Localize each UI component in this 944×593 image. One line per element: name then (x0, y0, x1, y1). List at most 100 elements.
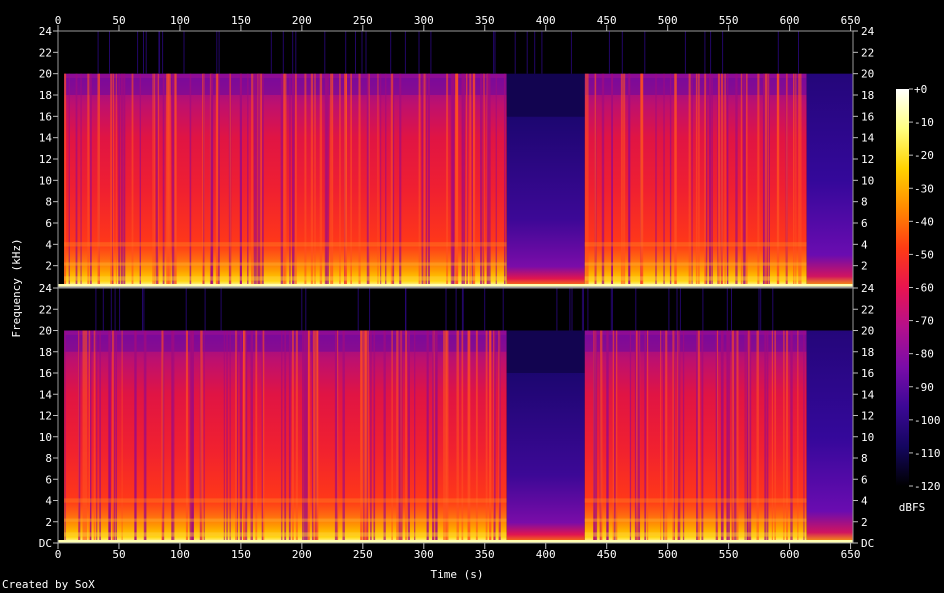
y-tick-label: 12 (39, 153, 52, 166)
transient-streak (423, 73, 426, 288)
transient-streak (727, 330, 730, 543)
transient-streak (763, 73, 766, 288)
transient-streak (461, 330, 464, 543)
transient-streak (391, 330, 393, 543)
hf-spike (109, 31, 110, 74)
transient-streak (746, 330, 749, 543)
transient-streak (255, 330, 258, 543)
transient-streak (262, 330, 265, 543)
transient-streak (306, 330, 308, 543)
transient-streak (324, 73, 328, 288)
transient-streak (663, 73, 665, 288)
transient-streak (368, 73, 370, 288)
y-tick-label: 12 (39, 410, 52, 423)
transient-streak (731, 330, 735, 543)
transient-streak (396, 330, 399, 543)
transient-streak (720, 73, 724, 288)
y-tick-label: 2 (45, 516, 52, 529)
transient-streak (366, 73, 370, 288)
transient-streak (762, 73, 764, 288)
transient-streak (768, 73, 770, 288)
y-tick-label: 16 (861, 367, 874, 380)
transient-streak (600, 330, 603, 543)
x-tick-label: 100 (170, 548, 190, 561)
hf-spike (159, 31, 161, 74)
transient-streak (87, 73, 90, 288)
transient-streak (482, 73, 484, 288)
transient-streak (790, 330, 793, 543)
transient-streak (764, 330, 767, 543)
transient-streak (174, 73, 177, 288)
hf-spike (798, 31, 799, 74)
x-tick-label: 650 (841, 548, 861, 561)
transient-streak (336, 330, 338, 543)
channel-1-panel (57, 30, 854, 288)
colorbar-tick-label: -20 (914, 149, 934, 162)
colorbar-tick-label: +0 (914, 83, 927, 96)
x-tick-label: 200 (292, 14, 312, 27)
transient-streak (319, 73, 323, 288)
hf-spike (270, 31, 272, 74)
y-tick-label: 10 (861, 431, 874, 444)
transient-streak (641, 73, 643, 288)
transient-streak (660, 330, 662, 543)
hf-spike (162, 31, 164, 74)
hf-spike (143, 288, 145, 331)
x-tick-label: 500 (658, 548, 678, 561)
transient-streak (239, 73, 242, 288)
hf-spike (158, 31, 160, 74)
transient-streak (427, 330, 429, 543)
transient-streak (425, 73, 428, 288)
transient-streak (337, 330, 339, 543)
colorbar: +0 -10 -20 -30 -40 -50 -60 -70 -80 -90 -100 -110 -12… (896, 83, 941, 514)
hf-spike (305, 288, 307, 331)
transient-streak (736, 330, 739, 543)
hf-spike (185, 288, 187, 331)
transient-streak (797, 330, 799, 543)
transient-streak (90, 73, 92, 288)
y-tick-label: 10 (39, 431, 52, 444)
transient-streak (123, 73, 126, 288)
transient-streak (191, 330, 194, 543)
segment-upper-band (506, 330, 585, 373)
transient-streak (331, 73, 334, 288)
transient-streak (585, 73, 588, 288)
hf-spike (369, 288, 371, 331)
harmonic-band (64, 498, 507, 503)
hf-spike (493, 31, 495, 74)
transient-streak (113, 330, 116, 543)
y-tick-label: 16 (861, 110, 874, 123)
transient-streak (85, 330, 88, 543)
y-tick-label: 18 (861, 89, 874, 102)
transient-streak (450, 73, 453, 288)
y-tick-label: 4 (861, 495, 868, 508)
y-tick-label: 24 (39, 25, 53, 38)
transient-streak (663, 330, 665, 543)
colorbar-tick-label: -60 (914, 282, 934, 295)
y-tick-label: 20 (861, 68, 874, 81)
transient-streak (628, 73, 630, 288)
colorbar-label: dBFS (899, 501, 926, 514)
y-tick-label: 8 (861, 196, 868, 209)
transient-streak (345, 73, 347, 288)
transient-streak (111, 330, 114, 543)
transient-streak (611, 73, 613, 288)
hf-spike (644, 31, 646, 74)
transient-streak (215, 73, 218, 288)
transient-streak (261, 73, 264, 288)
hf-spike (143, 31, 144, 74)
hf-spike (110, 288, 112, 331)
transient-streak (253, 73, 257, 288)
transient-streak (724, 73, 726, 288)
segment-quiet (506, 373, 585, 543)
transient-streak (399, 73, 402, 288)
transient-streak (489, 330, 492, 543)
hf-spike (526, 31, 528, 74)
transient-streak (377, 73, 379, 288)
transient-streak (155, 73, 158, 288)
transient-streak (169, 73, 171, 288)
colorbar-tick-label: -80 (914, 348, 934, 361)
hf-spike (183, 31, 185, 74)
harmonic-band (64, 262, 507, 266)
hf-spike (145, 31, 147, 74)
